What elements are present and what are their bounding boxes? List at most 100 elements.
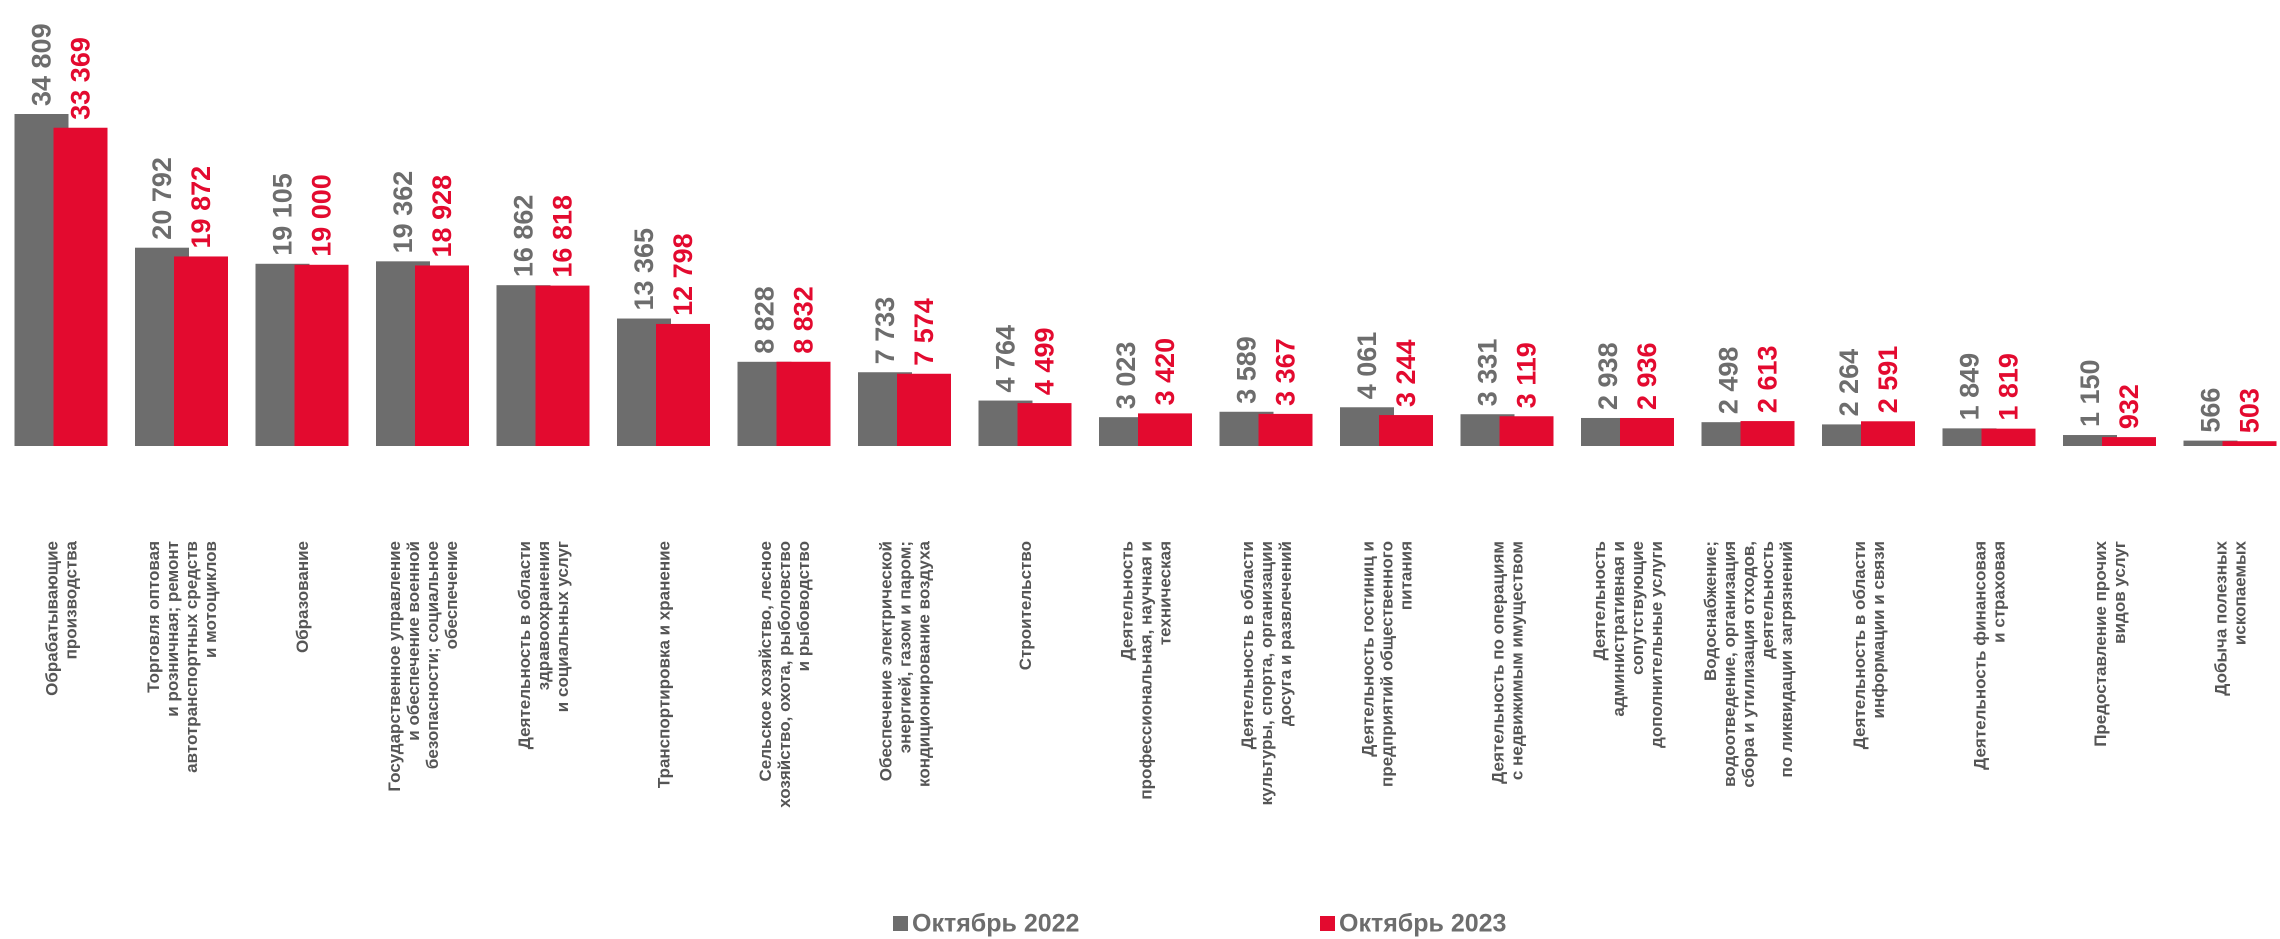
category-line: досуга и развлечений [1276, 541, 1295, 726]
category-line: ископаемых [2231, 540, 2250, 645]
bar [1499, 416, 1554, 446]
category-line: Предоставление прочих [2091, 540, 2110, 746]
category-line: Образование [293, 541, 312, 653]
value-label: 3 023 [1111, 342, 1141, 410]
value-label: 33 369 [66, 37, 96, 120]
category-line: водоотведение, организация [1720, 541, 1739, 787]
category-label: Государственное управлениеи обеспечение … [385, 541, 461, 792]
bar [1258, 413, 1313, 446]
category-line: и страховая [1990, 541, 2009, 643]
category-label: Деятельностьадминистративная исопутствую… [1590, 541, 1666, 748]
category-label: Обеспечение электрическойэнергией, газом… [877, 540, 934, 786]
category-line: предприятий общественного [1378, 541, 1397, 787]
category-line: и обеспечение военной [404, 541, 423, 741]
value-label: 2 591 [1873, 346, 1903, 414]
category-line: дополнительные услуги [1647, 541, 1666, 748]
value-label: 19 000 [307, 174, 337, 257]
bar [1138, 413, 1192, 446]
category-line: производства [62, 540, 81, 659]
bar [174, 256, 228, 446]
category-label: Добыча полезныхископаемых [2212, 540, 2250, 695]
value-label: 4 499 [1030, 328, 1060, 396]
category-line: техническая [1156, 541, 1175, 645]
value-label: 566 [2196, 388, 2226, 433]
category-line: Государственное управление [385, 541, 404, 792]
bar [1017, 403, 1072, 446]
bar [1379, 415, 1433, 446]
category-label: Предоставление прочихвидов услуг [2091, 540, 2129, 746]
value-label: 8 832 [789, 286, 819, 354]
category-line: видов услуг [2110, 541, 2129, 644]
category-line: Сельское хозяйство, лесное [756, 541, 775, 782]
category-line: Транспортировка и хранение [655, 541, 674, 788]
bar [656, 323, 710, 446]
value-label: 8 828 [750, 286, 780, 354]
bar [776, 361, 831, 446]
category-line: с недвижимым имуществом [1508, 541, 1527, 780]
value-label: 12 798 [668, 233, 698, 316]
value-label: 7 574 [909, 298, 939, 366]
value-label: 932 [2114, 384, 2144, 429]
category-line: Водоснабжение; [1701, 541, 1720, 681]
value-label: 18 928 [427, 175, 457, 258]
value-label: 2 498 [1714, 347, 1744, 415]
value-label: 2 938 [1593, 342, 1623, 410]
category-label: Деятельность в областикультуры, спорта, … [1238, 541, 1295, 805]
category-line: информации и связи [1869, 541, 1888, 718]
value-label: 13 365 [629, 228, 659, 311]
value-label: 3 119 [1512, 342, 1542, 408]
value-label: 20 792 [147, 157, 177, 240]
category-line: Деятельность [1590, 541, 1609, 660]
bar [1740, 421, 1795, 446]
category-line: и розничная; ремонт [163, 541, 182, 717]
category-line: кондиционирование воздуха [915, 540, 934, 786]
bar [294, 264, 349, 446]
category-line: Добыча полезных [2212, 540, 2231, 695]
value-label: 19 872 [186, 166, 216, 249]
category-line: и мотоциклов [201, 541, 220, 658]
category-label: Сельское хозяйство, лесноехозяйство, охо… [756, 541, 813, 808]
bar [1861, 421, 1915, 446]
value-label: 19 105 [268, 173, 298, 256]
value-label: 4 764 [991, 325, 1021, 393]
category-line: административная и [1609, 541, 1628, 717]
category-line: питания [1397, 541, 1416, 610]
value-label: 3 331 [1473, 339, 1503, 407]
bar [1981, 428, 2036, 446]
category-line: безопасности; социальное [423, 541, 442, 769]
category-line: Обеспечение электрической [877, 541, 896, 781]
category-label: Транспортировка и хранение [655, 541, 674, 788]
bar [2063, 435, 2117, 446]
category-line: Деятельность гостиниц и [1359, 541, 1378, 757]
value-label: 3 367 [1271, 338, 1301, 406]
category-line: Торговля оптовая [144, 541, 163, 693]
category-line: хозяйство, охота, рыболовство [775, 541, 794, 808]
category-label: Деятельностьпрофессиональная, научная ит… [1118, 541, 1175, 800]
legend-label: Октябрь 2023 [1339, 910, 1506, 938]
category-line: Деятельность [1118, 541, 1137, 660]
value-label: 16 818 [548, 195, 578, 278]
value-label: 7 733 [870, 297, 900, 365]
value-label: 2 613 [1753, 345, 1783, 413]
category-line: Строительство [1016, 541, 1035, 670]
legend-swatch [1320, 916, 1335, 931]
category-line: деятельность [1758, 541, 1777, 659]
value-label: 2 264 [1834, 349, 1864, 417]
bar [415, 265, 469, 446]
bar [53, 127, 108, 447]
category-label: Деятельность гостиниц ипредприятий общес… [1359, 541, 1416, 787]
category-line: здравоохранения [534, 541, 553, 690]
value-label: 1 150 [2075, 359, 2105, 427]
category-line: по ликвидации загрязнений [1777, 541, 1796, 778]
value-label: 1 819 [1994, 353, 2024, 421]
category-line: Деятельность финансовая [1971, 541, 1990, 770]
bar [897, 373, 951, 446]
bar [1620, 417, 1674, 446]
value-label: 34 809 [27, 23, 57, 106]
category-line: и рыбоводство [794, 541, 813, 671]
category-label: Строительство [1016, 541, 1035, 670]
category-label: Водоснабжение;водоотведение, организация… [1701, 541, 1796, 788]
category-line: и социальных услуг [553, 541, 572, 712]
